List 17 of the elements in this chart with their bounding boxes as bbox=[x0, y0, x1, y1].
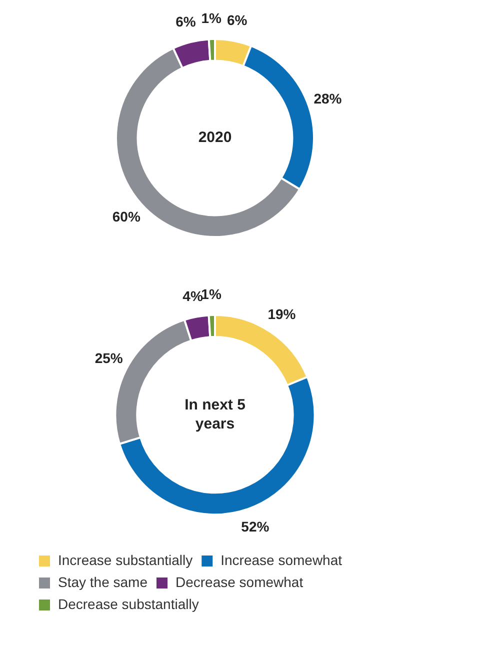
data-label: 1% bbox=[201, 10, 222, 26]
legend-label: Increase somewhat bbox=[220, 552, 342, 568]
text: 2020 bbox=[198, 129, 232, 146]
legend-label: Stay the same bbox=[58, 574, 148, 590]
data-label: 60% bbox=[112, 208, 141, 224]
legend-label: Decrease substantially bbox=[58, 596, 199, 612]
legend-label: Decrease somewhat bbox=[175, 574, 304, 590]
data-label: 19% bbox=[268, 306, 296, 322]
text: In next 5 years bbox=[184, 396, 246, 432]
data-label: 25% bbox=[94, 350, 124, 366]
data-label: 6% bbox=[176, 14, 196, 30]
data-label: 52% bbox=[241, 518, 270, 535]
data-label: 4% bbox=[182, 288, 204, 304]
data-label: 1% bbox=[201, 286, 222, 302]
data-label: 6% bbox=[226, 12, 248, 28]
legend-label: Increase substantially bbox=[58, 552, 193, 568]
data-label: 28% bbox=[314, 90, 342, 107]
